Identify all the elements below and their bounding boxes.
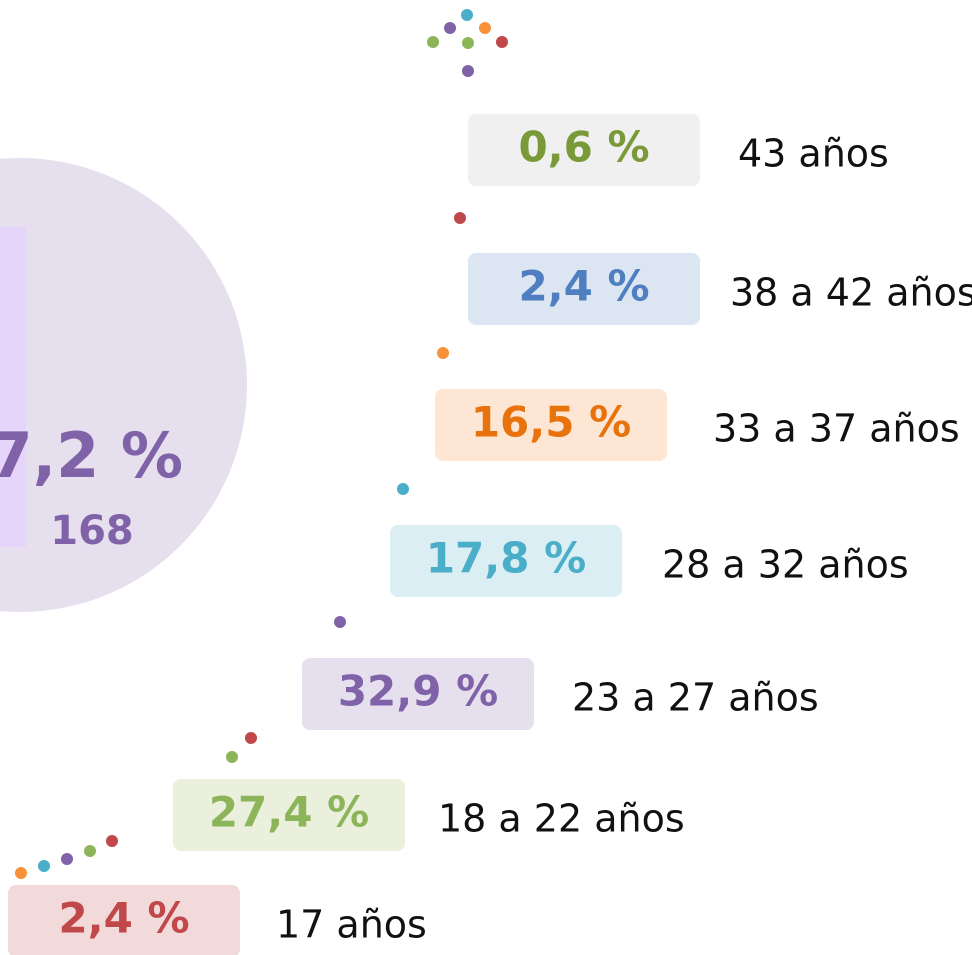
- percent-label: 2,4 %: [58, 894, 189, 943]
- age-label: 17 años: [276, 903, 427, 947]
- percent-box: [302, 658, 534, 730]
- percent-box: [8, 885, 240, 955]
- age-label: 38 a 42 años: [730, 271, 972, 315]
- percent-box: [468, 253, 700, 325]
- percent-label: 27,4 %: [209, 788, 369, 837]
- age-label: 18 a 22 años: [438, 797, 685, 841]
- percent-label: 32,9 %: [338, 667, 498, 716]
- age-label: 28 a 32 años: [662, 543, 909, 587]
- age-label: 33 a 37 años: [713, 407, 960, 451]
- highlight-circle: [0, 158, 247, 612]
- dots: [15, 9, 508, 879]
- age-label: 23 a 27 años: [572, 676, 819, 720]
- age-label: 43 años: [738, 132, 889, 176]
- percent-box: [435, 389, 667, 461]
- age-groups: 0,6 % 43 años 2,4 % 38 a 42 años 16,5 % 33 a …: [8, 114, 972, 955]
- percent-label: 17,8 %: [426, 534, 586, 583]
- percent-box: [468, 114, 700, 186]
- highlight-bar: [0, 227, 26, 547]
- percent-box: [390, 525, 622, 597]
- percent-label: 16,5 %: [471, 398, 631, 447]
- percent-label: 2,4 %: [518, 262, 649, 311]
- highlight-percent: 7,2 %: [0, 419, 183, 492]
- percent-label: 0,6 %: [518, 123, 649, 172]
- percent-box: [173, 779, 405, 851]
- highlight-count: 168: [50, 508, 134, 554]
